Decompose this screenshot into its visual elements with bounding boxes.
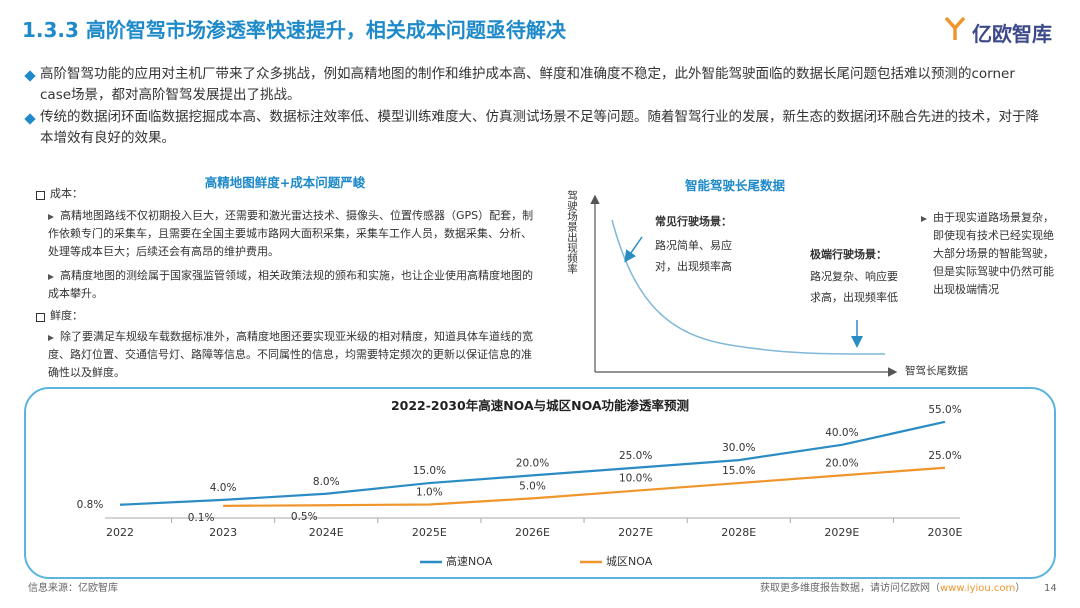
value-label: 25.0%: [928, 450, 961, 462]
item-icon: [48, 214, 54, 220]
cta-text: 获取更多维度报告数据，请访问亿欧网（: [760, 583, 940, 594]
value-label: 55.0%: [928, 404, 961, 416]
tail-curve: [611, 219, 886, 355]
axis-label: 智驾长尾数据: [905, 365, 968, 377]
section-heading: 成本：: [50, 187, 83, 200]
item-text: 除了要满足车规级车载数据标准外，高精度地图还要实现亚米级的相对精度，知道具体车道…: [48, 330, 533, 379]
x-tick-label: 2025E: [412, 526, 447, 539]
item-text: 高精度地图的测绘属于国家强监管领域，相关政策法规的颁布和实施，也让企业使用高精度…: [48, 269, 533, 300]
box-icon: [36, 191, 45, 200]
cta-text: ）: [1015, 583, 1026, 594]
value-label: 40.0%: [825, 427, 858, 439]
x-tick-label: 2028E: [721, 526, 756, 539]
value-label: 1.0%: [416, 486, 443, 498]
x-tick-label: 2030E: [928, 526, 963, 539]
chart-frame: [24, 387, 1056, 579]
x-tick-label: 2026E: [515, 526, 550, 539]
series-line: [119, 420, 946, 506]
chart-title: 2022-2030年高速NOA与城区NOA功能渗透率预测: [391, 398, 689, 413]
value-label: 5.0%: [519, 480, 546, 492]
x-tick-label: 2027E: [618, 526, 653, 539]
value-label: 15.0%: [413, 465, 446, 477]
bullet-text: 高阶智驾功能的应用对主机厂带来了众多挑战，例如高精地图的制作和维护成本高、鲜度和…: [40, 66, 1015, 103]
value-label: 15.0%: [722, 465, 755, 477]
item-icon: [48, 274, 54, 280]
x-tick-label: 2024E: [309, 526, 344, 539]
value-label: 0.8%: [77, 499, 104, 511]
value-label: 30.0%: [722, 442, 755, 454]
series-line: [223, 466, 946, 507]
long-tail-diagram: [590, 194, 898, 377]
slide-title: 1.3.3 高阶智驾市场渗透率快速提升，相关成本问题亟待解决: [22, 18, 566, 42]
value-label: 20.0%: [825, 457, 858, 469]
footer-cta: 获取更多维度报告数据，请访问亿欧网（www.iyiou.com）: [760, 580, 1025, 598]
value-label: 8.0%: [313, 476, 340, 488]
panel-title: 高精地图鲜度+成本问题严峻: [204, 175, 366, 190]
pointer: [624, 236, 643, 263]
label-text: 路况简单、易应对，出现频率高: [655, 239, 732, 273]
logo: 亿欧智库: [972, 22, 1052, 46]
value-label: 20.0%: [516, 457, 549, 469]
legend-label: 高速NOA: [446, 554, 493, 568]
logo-icon: [944, 16, 966, 40]
label-heading: 常见行驶场景：: [655, 215, 732, 228]
page-number: 14: [1044, 583, 1057, 594]
section-heading: 鲜度：: [50, 309, 83, 322]
box-icon: [36, 313, 45, 322]
x-tick-label: 2023: [209, 526, 237, 539]
x-tick-label: 2029E: [824, 526, 859, 539]
source: 信息来源：亿欧智库: [28, 583, 118, 594]
axis-label: 驾驶场景出现频率: [566, 190, 578, 274]
value-label: 0.1%: [188, 512, 215, 524]
url[interactable]: www.iyiou.com: [940, 583, 1016, 594]
panel-title: 智能驾驶长尾数据: [684, 178, 785, 193]
item-text: 高精地图路线不仅初期投入巨大，还需要和激光雷达技术、摄像头、位置传感器（GPS）…: [48, 209, 534, 258]
label-text: 路况复杂、响应要求高，出现频率低: [810, 270, 898, 304]
note-text: 由于现实道路场景复杂，即使现有技术已经实现绝大部分场景的智能驾驶，但是实际驾驶中…: [933, 211, 1054, 296]
item-icon: [921, 216, 927, 222]
item-icon: [48, 335, 54, 341]
value-label: 25.0%: [619, 450, 652, 462]
value-label: 10.0%: [619, 473, 652, 485]
bullet-text: 传统的数据闭环面临数据挖掘成本高、数据标注效率低、模型训练难度大、仿真测试场景不…: [40, 109, 1039, 146]
value-label: 0.5%: [291, 511, 318, 523]
x-tick-label: 2022: [106, 526, 134, 539]
legend-label: 城区NOA: [606, 555, 653, 568]
label-heading: 极端行驶场景：: [810, 248, 887, 261]
value-label: 4.0%: [210, 482, 237, 494]
